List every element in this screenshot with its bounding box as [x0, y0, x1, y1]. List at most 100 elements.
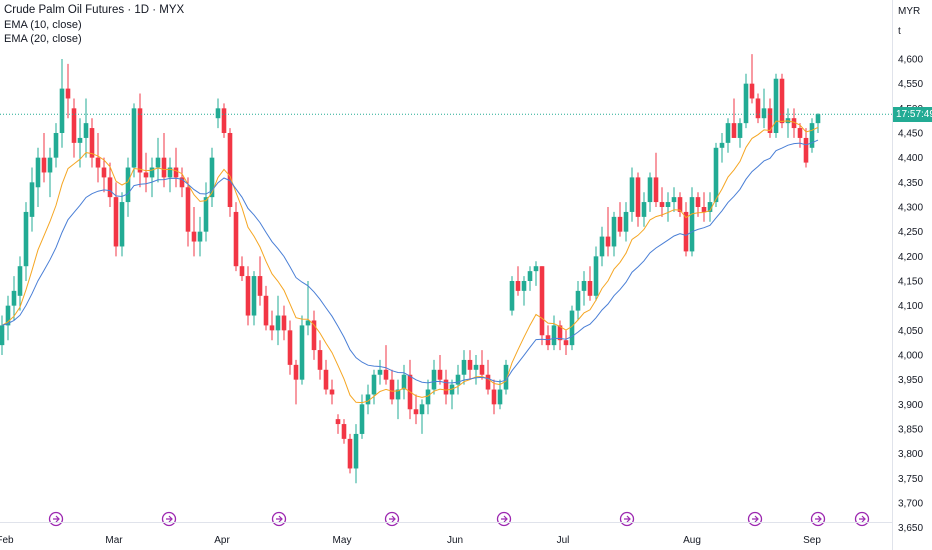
candle-body: [431, 369, 437, 390]
symbol-title[interactable]: Crude Palm Oil Futures · 1D · MYX: [4, 4, 185, 16]
unit-label[interactable]: t: [898, 26, 901, 37]
candle-body: [677, 197, 683, 212]
candle-body: [509, 281, 515, 311]
candle-body: [269, 325, 275, 331]
ema10-legend[interactable]: EMA (10, close): [4, 18, 82, 31]
candle-body: [779, 78, 785, 124]
currency-label[interactable]: MYR: [898, 6, 921, 17]
candle-body: [377, 369, 383, 375]
y-tick-label: 3,800: [898, 449, 923, 460]
candle-body: [497, 389, 503, 405]
candle-body: [647, 177, 653, 203]
y-tick-label: 4,050: [898, 326, 923, 337]
candle-body: [527, 271, 533, 281]
x-tick-label: Mar: [105, 535, 123, 546]
event-arrow-icon: [53, 515, 60, 523]
candle-body: [209, 157, 215, 198]
y-tick-label: 4,450: [898, 129, 923, 140]
candle-body: [347, 438, 353, 469]
candle-body: [623, 211, 629, 232]
candle-body: [35, 157, 41, 188]
candle-body: [29, 182, 35, 217]
x-tick-label: Jul: [557, 535, 570, 546]
candle-body: [617, 216, 623, 232]
candle-body: [281, 315, 287, 331]
candle-body: [725, 123, 731, 143]
candle-body: [413, 409, 419, 415]
ema20-legend[interactable]: EMA (20, close): [4, 33, 82, 45]
candle-body: [467, 359, 473, 370]
candle-body: [539, 266, 545, 336]
event-arrow-icon: [815, 515, 822, 523]
chart-legend: Crude Palm Oil Futures · 1D · MYX EMA (1…: [4, 3, 184, 47]
candle-body: [557, 325, 563, 341]
candle-body: [287, 330, 293, 365]
candle-body: [533, 266, 539, 272]
candle-body: [653, 177, 659, 203]
candle-body: [371, 374, 377, 395]
y-tick-label: 3,950: [898, 375, 923, 386]
candle-body: [215, 108, 221, 119]
candle-body: [245, 276, 251, 316]
candle-body: [257, 276, 263, 296]
y-tick-label: 4,250: [898, 227, 923, 238]
candle-body: [23, 211, 29, 267]
candle-body: [113, 197, 119, 247]
last-price-countdown: 17:57:49: [893, 106, 932, 122]
candle-body: [41, 157, 47, 173]
candle-body: [341, 424, 347, 439]
candle-body: [743, 83, 749, 124]
candle-body: [5, 305, 11, 326]
candle-body: [521, 281, 527, 291]
candle-body: [731, 123, 737, 138]
candle-body: [17, 266, 23, 296]
ema20-line: [1, 139, 819, 384]
y-tick-label: 3,700: [898, 499, 923, 510]
candle-body: [203, 197, 209, 232]
candle-body: [767, 108, 773, 133]
candle-body: [581, 281, 587, 291]
y-tick-label: 4,600: [898, 55, 923, 66]
candle-body: [425, 389, 431, 405]
candle-body: [167, 167, 173, 178]
candle-body: [95, 157, 101, 168]
candle-body: [11, 290, 17, 306]
x-tick-label: Jun: [447, 535, 463, 546]
candle-body: [389, 379, 395, 400]
candle-body: [473, 364, 479, 370]
candle-body: [335, 419, 341, 425]
candle-body: [317, 350, 323, 370]
candle-body: [89, 128, 95, 158]
candle-body: [707, 202, 713, 212]
candle-body: [299, 325, 305, 380]
candle-body: [239, 266, 245, 277]
candle-body: [65, 88, 71, 99]
y-tick-label: 4,000: [898, 351, 923, 362]
candle-body: [221, 108, 227, 133]
candle-body: [173, 167, 179, 178]
candle-body: [701, 207, 707, 212]
y-tick-label: 3,900: [898, 400, 923, 411]
candle-body: [353, 433, 359, 469]
candle-body: [611, 216, 617, 247]
ema10-line: [1, 120, 819, 404]
candle-body: [383, 369, 389, 380]
candle-body: [755, 98, 761, 119]
x-tick-label: Feb: [0, 535, 14, 546]
candle-body: [143, 172, 149, 178]
candle-body: [737, 123, 743, 138]
y-tick-label: 4,150: [898, 277, 923, 288]
candle-body: [77, 137, 83, 143]
candle-body: [569, 310, 575, 346]
candle-body: [683, 211, 689, 252]
candle-body: [263, 295, 269, 326]
candle-body: [119, 202, 125, 247]
candle-body: [485, 374, 491, 390]
event-arrow-icon: [166, 515, 173, 523]
candle-body: [179, 177, 185, 188]
candle-body: [437, 369, 443, 380]
candle-body: [809, 123, 815, 148]
candle-body: [605, 236, 611, 247]
candle-body: [185, 187, 191, 232]
